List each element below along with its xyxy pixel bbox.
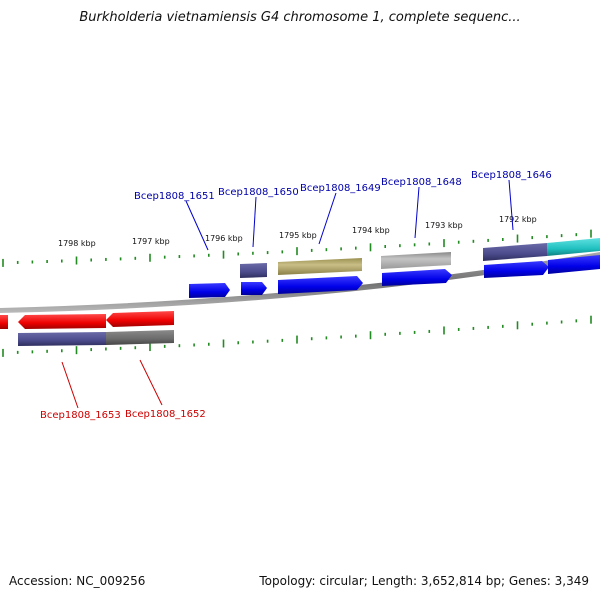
scale-label-1794: 1794 kbp <box>352 226 390 235</box>
leader-1648 <box>414 186 420 239</box>
forward-cds-1648[interactable] <box>382 269 452 286</box>
leader-1646 <box>508 179 514 231</box>
forward-feature-track <box>240 238 600 278</box>
gene-label-1652[interactable]: Bcep1808_1652 <box>125 409 206 420</box>
chromosome-backbone <box>0 252 600 313</box>
accession-text: Accession: NC_009256 <box>9 574 146 588</box>
feature-box-1646-navy[interactable] <box>483 243 547 261</box>
inner-tick-ring <box>2 315 592 357</box>
gene-label-1648[interactable]: Bcep1808_1648 <box>381 177 462 188</box>
topology-stats-text: Topology: circular; Length: 3,652,814 bp… <box>259 574 589 588</box>
reverse-feature-track <box>18 330 174 346</box>
leader-1649 <box>318 192 337 245</box>
scale-labels: 1798 kbp 1797 kbp 1796 kbp 1795 kbp 1794… <box>58 215 537 248</box>
forward-cds-1651[interactable] <box>189 283 230 298</box>
reverse-cds-1653[interactable] <box>18 314 106 329</box>
outer-tick-ring <box>2 229 592 267</box>
label-leader-lines <box>61 179 514 409</box>
leader-1653 <box>61 361 79 409</box>
feature-box-1646-cyan[interactable] <box>547 238 600 256</box>
forward-cds-1649[interactable] <box>278 276 363 294</box>
feature-box-1653[interactable] <box>18 332 106 346</box>
scale-label-1795: 1795 kbp <box>279 231 317 240</box>
reverse-cds-1654[interactable] <box>0 315 8 329</box>
feature-box-1650[interactable] <box>240 263 267 278</box>
gene-label-1649[interactable]: Bcep1808_1649 <box>300 183 381 194</box>
gene-labels: Bcep1808_1651 Bcep1808_1650 Bcep1808_164… <box>40 170 552 421</box>
gene-label-1651[interactable]: Bcep1808_1651 <box>134 191 215 202</box>
scale-label-1798: 1798 kbp <box>58 239 96 248</box>
scale-label-1797: 1797 kbp <box>132 237 170 246</box>
gene-label-1646[interactable]: Bcep1808_1646 <box>471 170 552 181</box>
leader-1652 <box>139 359 163 406</box>
forward-cds-next[interactable] <box>548 255 600 274</box>
feature-box-1648[interactable] <box>381 252 451 269</box>
map-title: Burkholderia vietnamiensis G4 chromosome… <box>79 10 521 25</box>
feature-box-1649[interactable] <box>278 258 362 275</box>
gene-label-1650[interactable]: Bcep1808_1650 <box>218 187 299 198</box>
feature-box-1652[interactable] <box>106 330 174 345</box>
leader-1650 <box>252 196 257 248</box>
scale-label-1796: 1796 kbp <box>205 234 243 243</box>
scale-label-1793: 1793 kbp <box>425 221 463 230</box>
leader-1651 <box>185 200 209 251</box>
forward-cds-1646[interactable] <box>484 261 549 278</box>
forward-cds-track <box>189 255 600 298</box>
scale-label-1792: 1792 kbp <box>499 215 537 224</box>
reverse-cds-track <box>0 311 174 329</box>
reverse-cds-1652[interactable] <box>106 311 174 327</box>
gene-label-1653[interactable]: Bcep1808_1653 <box>40 410 121 421</box>
forward-cds-1650[interactable] <box>241 282 267 295</box>
